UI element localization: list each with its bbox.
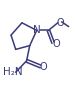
Text: N: N [33, 25, 41, 35]
Text: O: O [56, 18, 64, 28]
Text: O: O [52, 39, 60, 49]
Text: H₂N: H₂N [3, 67, 22, 77]
Text: O: O [39, 62, 47, 72]
